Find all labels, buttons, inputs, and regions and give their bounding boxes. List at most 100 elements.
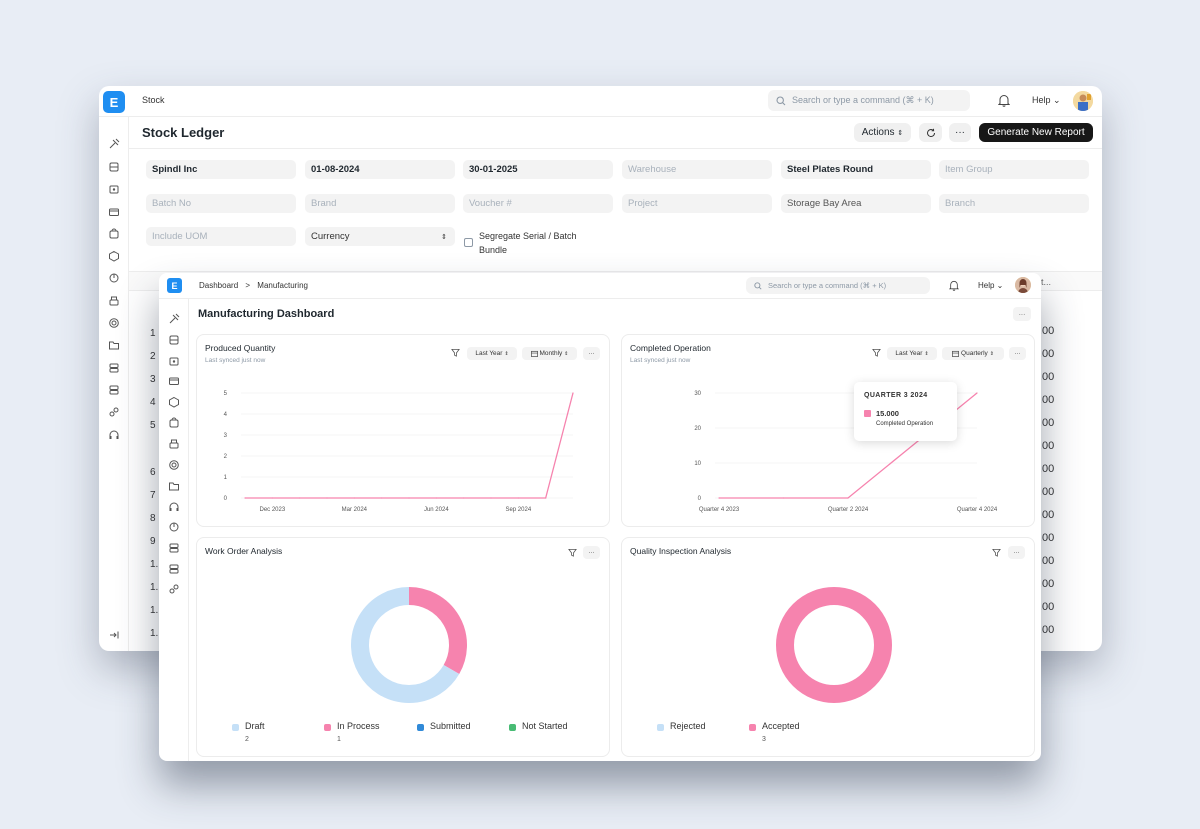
box-icon[interactable] xyxy=(168,355,180,367)
user-avatar[interactable] xyxy=(1073,91,1093,111)
more-button[interactable]: ··· xyxy=(1013,307,1031,321)
tooltip-label: Completed Operation xyxy=(876,421,934,427)
currency-select[interactable]: Currency ⇕ xyxy=(305,227,455,246)
bag-icon[interactable] xyxy=(168,417,180,429)
item-filter[interactable]: Steel Plates Round xyxy=(781,160,931,179)
pie-icon[interactable] xyxy=(168,521,180,533)
card-icon[interactable] xyxy=(108,206,120,218)
company-filter[interactable]: Spindl Inc xyxy=(146,160,296,179)
card-more-button[interactable]: ··· xyxy=(1008,546,1025,559)
search-input[interactable]: Search or type a command (⌘ + K) xyxy=(768,90,970,111)
app-logo[interactable]: E xyxy=(167,278,182,293)
pie-icon[interactable] xyxy=(108,272,120,284)
table-cell-value: .00 xyxy=(1039,624,1055,636)
card-more-button[interactable]: ··· xyxy=(1009,347,1026,360)
help-menu[interactable]: Help ⌄ xyxy=(978,281,1004,290)
data-point xyxy=(911,444,914,447)
user-avatar[interactable] xyxy=(1015,277,1031,293)
interval-select[interactable]: Quarterly ⇕ xyxy=(942,347,1004,360)
cube-icon[interactable] xyxy=(108,250,120,262)
bag-icon[interactable] xyxy=(108,228,120,240)
table-header-tail: t... xyxy=(1041,277,1052,287)
collapse-sidebar-icon[interactable] xyxy=(108,629,120,641)
refresh-button[interactable] xyxy=(919,123,942,142)
table-row-number: 1. xyxy=(150,582,159,593)
headset-icon[interactable] xyxy=(168,501,180,513)
generate-new-report-button[interactable]: Generate New Report xyxy=(979,123,1093,142)
item-group-filter[interactable]: Item Group xyxy=(939,160,1089,179)
printer-icon[interactable] xyxy=(168,438,180,450)
y-tick-label: 5 xyxy=(224,391,228,397)
table-cell-value: .00 xyxy=(1039,486,1055,498)
table-row-number: 5 xyxy=(150,420,156,431)
actions-label: Actions xyxy=(861,127,895,138)
app-logo[interactable]: E xyxy=(103,91,125,113)
breadcrumb-dashboard[interactable]: Dashboard xyxy=(199,281,239,290)
include-uom-filter[interactable]: Include UOM xyxy=(146,227,296,246)
database-icon[interactable] xyxy=(168,334,180,346)
y-tick-label: 4 xyxy=(224,412,228,418)
warehouse-filter[interactable]: Warehouse xyxy=(622,160,772,179)
interval-select[interactable]: Monthly ⇕ xyxy=(522,347,577,360)
range-select[interactable]: Last Year ⇕ xyxy=(887,347,937,360)
cube-icon[interactable] xyxy=(168,396,180,408)
breadcrumb-stock[interactable]: Stock xyxy=(142,95,165,105)
table-cell-value: .00 xyxy=(1039,325,1055,337)
table-row-number: 9 xyxy=(150,536,156,547)
from-date-filter[interactable]: 01-08-2024 xyxy=(305,160,455,179)
y-tick-label: 3 xyxy=(224,433,228,439)
printer-icon[interactable] xyxy=(108,295,120,307)
top-bar: E Dashboard > Manufacturing Search or ty… xyxy=(159,273,1041,299)
y-tick-label: 0 xyxy=(698,496,702,502)
project-filter[interactable]: Project xyxy=(622,194,772,213)
sidebar xyxy=(159,299,189,761)
to-date-filter[interactable]: 30-01-2025 xyxy=(463,160,613,179)
filter-icon[interactable] xyxy=(992,548,1001,557)
legend-label-in-process: In Process xyxy=(337,721,380,731)
filter-icon[interactable] xyxy=(568,548,577,557)
card-title: Produced Quantity xyxy=(205,343,276,353)
voucher-filter[interactable]: Voucher # xyxy=(463,194,613,213)
server-icon[interactable] xyxy=(168,542,180,554)
server-alt-icon[interactable] xyxy=(168,563,180,575)
server-icon[interactable] xyxy=(108,362,120,374)
folder-icon[interactable] xyxy=(108,339,120,351)
database-icon[interactable] xyxy=(108,161,120,173)
donut-slice-in-process xyxy=(408,587,467,674)
segregate-checkbox[interactable] xyxy=(464,238,473,247)
y-tick-label: 10 xyxy=(694,461,701,467)
integration-icon[interactable] xyxy=(108,406,120,418)
legend-swatch-rejected xyxy=(657,724,664,731)
card-more-button[interactable]: ··· xyxy=(583,347,600,360)
batch-no-filter[interactable]: Batch No xyxy=(146,194,296,213)
server-alt-icon[interactable] xyxy=(108,384,120,396)
shield-icon[interactable] xyxy=(168,459,180,471)
search-input[interactable]: Search or type a command (⌘ + K) xyxy=(746,277,930,294)
legend-label-not-started: Not Started xyxy=(522,721,568,731)
box-icon[interactable] xyxy=(108,183,120,195)
data-point xyxy=(299,497,301,499)
help-menu[interactable]: Help ⌄ xyxy=(1032,95,1061,105)
headset-icon[interactable] xyxy=(108,429,120,441)
tools-icon[interactable] xyxy=(108,138,120,150)
actions-button[interactable]: Actions ⇕ xyxy=(854,123,911,142)
folder-icon[interactable] xyxy=(168,480,180,492)
storage-filter[interactable]: Storage Bay Area xyxy=(781,194,931,213)
more-button[interactable]: ··· xyxy=(949,123,971,142)
table-row-number: 7 xyxy=(150,490,156,501)
card-icon[interactable] xyxy=(168,375,180,387)
integration-icon[interactable] xyxy=(168,583,180,595)
sidebar xyxy=(99,117,129,651)
tools-icon[interactable] xyxy=(168,313,180,325)
filter-icon[interactable] xyxy=(872,348,881,357)
shield-icon[interactable] xyxy=(108,317,120,329)
brand-filter[interactable]: Brand xyxy=(305,194,455,213)
data-point xyxy=(435,497,437,499)
breadcrumb-manufacturing[interactable]: Manufacturing xyxy=(257,281,308,290)
card-more-button[interactable]: ··· xyxy=(583,546,600,559)
range-select[interactable]: Last Year ⇕ xyxy=(467,347,517,360)
bell-icon[interactable] xyxy=(998,94,1010,107)
filter-icon[interactable] xyxy=(451,348,460,357)
branch-filter[interactable]: Branch xyxy=(939,194,1089,213)
bell-icon[interactable] xyxy=(949,280,959,291)
